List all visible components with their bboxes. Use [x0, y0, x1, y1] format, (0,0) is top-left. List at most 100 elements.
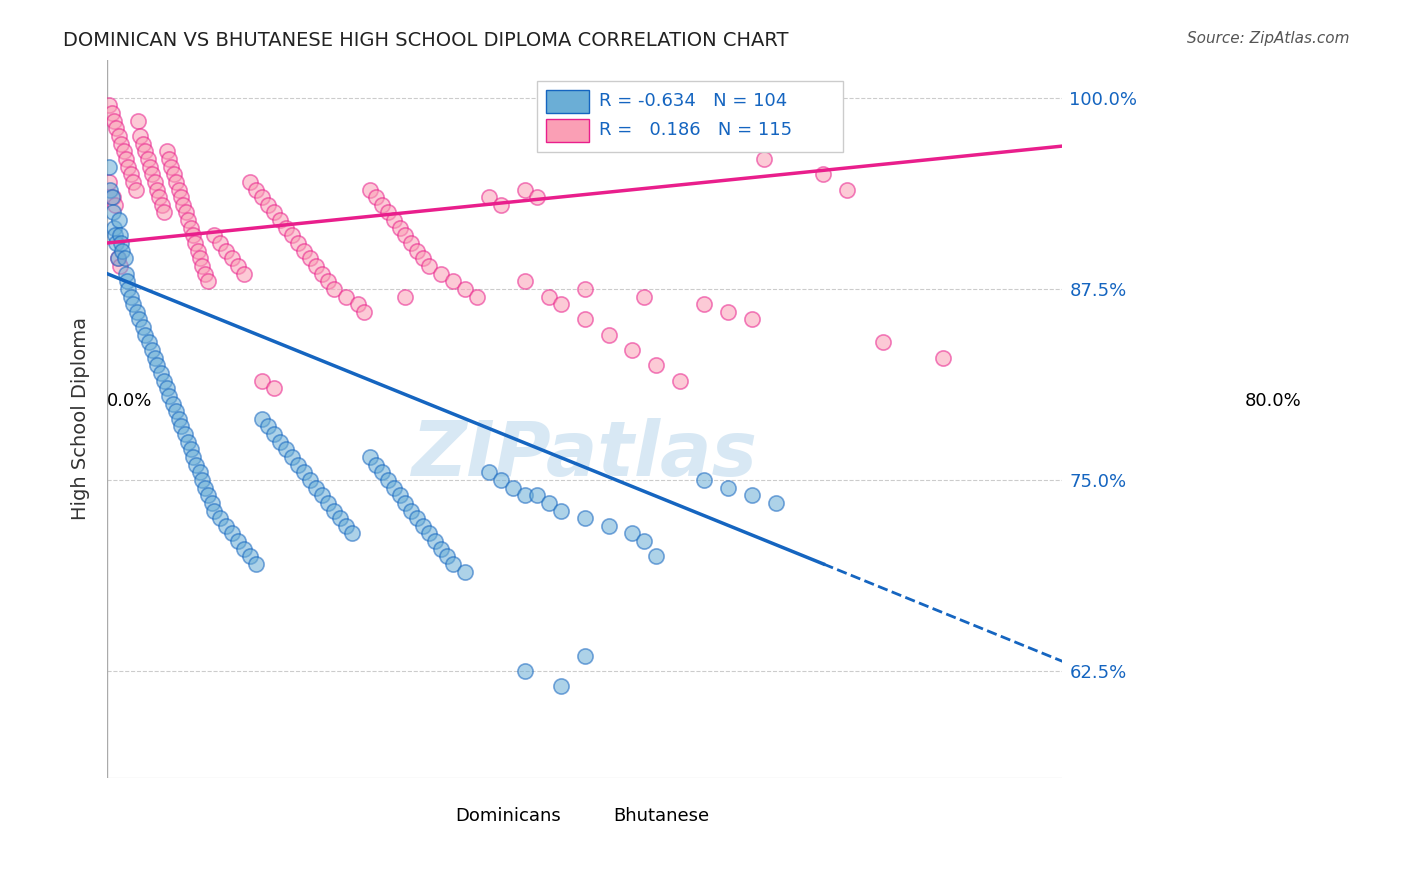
Point — [574, 312, 596, 326]
Point — [122, 175, 145, 189]
Point — [122, 297, 145, 311]
Point — [110, 235, 132, 250]
Point — [513, 488, 536, 502]
Point — [388, 220, 411, 235]
Point — [103, 113, 125, 128]
Point — [513, 664, 536, 678]
FancyBboxPatch shape — [609, 799, 637, 818]
Point — [186, 458, 208, 472]
Point — [364, 190, 387, 204]
Text: Dominicans: Dominicans — [456, 806, 561, 825]
Point — [550, 503, 572, 517]
Point — [245, 557, 267, 571]
Point — [191, 473, 214, 487]
Point — [311, 488, 333, 502]
Point — [100, 106, 122, 120]
Point — [305, 259, 328, 273]
Point — [281, 228, 304, 243]
Point — [489, 198, 512, 212]
Point — [316, 496, 339, 510]
Point — [184, 235, 207, 250]
Point — [430, 541, 453, 556]
Point — [250, 374, 273, 388]
Point — [127, 113, 149, 128]
Point — [141, 167, 163, 181]
Point — [401, 235, 423, 250]
Point — [257, 198, 280, 212]
Point — [287, 458, 309, 472]
Point — [179, 442, 201, 457]
Point — [353, 305, 375, 319]
Point — [146, 359, 169, 373]
Point — [537, 289, 560, 303]
Point — [382, 481, 405, 495]
Point — [108, 213, 131, 227]
Point — [274, 442, 297, 457]
Point — [165, 404, 187, 418]
Point — [406, 244, 429, 258]
Point — [316, 274, 339, 288]
Point — [146, 182, 169, 196]
Point — [370, 465, 392, 479]
Point — [111, 244, 134, 258]
Point — [215, 518, 238, 533]
Point — [181, 450, 204, 464]
FancyBboxPatch shape — [547, 120, 589, 142]
Text: DOMINICAN VS BHUTANESE HIGH SCHOOL DIPLOMA CORRELATION CHART: DOMINICAN VS BHUTANESE HIGH SCHOOL DIPLO… — [63, 31, 789, 50]
Point — [633, 534, 655, 549]
Point — [526, 190, 548, 204]
Point — [335, 518, 357, 533]
Text: ZIPatlas: ZIPatlas — [412, 417, 758, 491]
Point — [513, 274, 536, 288]
Point — [359, 450, 381, 464]
Point — [645, 549, 668, 564]
Point — [305, 481, 328, 495]
Point — [263, 381, 285, 395]
Text: R =   0.186   N = 115: R = 0.186 N = 115 — [599, 121, 792, 139]
Point — [717, 481, 740, 495]
Point — [382, 213, 405, 227]
Point — [454, 282, 477, 296]
Point — [138, 335, 160, 350]
Text: Source: ZipAtlas.com: Source: ZipAtlas.com — [1187, 31, 1350, 46]
Point — [292, 244, 315, 258]
Point — [104, 198, 127, 212]
Point — [226, 534, 249, 549]
Point — [177, 213, 200, 227]
Point — [436, 549, 458, 564]
Point — [101, 190, 124, 204]
Text: 0.0%: 0.0% — [107, 392, 152, 410]
Point — [406, 511, 429, 525]
Point — [311, 267, 333, 281]
Point — [513, 182, 536, 196]
Point — [418, 526, 440, 541]
Point — [139, 160, 162, 174]
Point — [124, 182, 146, 196]
Point — [526, 488, 548, 502]
Point — [752, 152, 775, 166]
Point — [346, 297, 368, 311]
Point — [101, 205, 124, 219]
Point — [233, 541, 256, 556]
Point — [114, 252, 136, 266]
Point — [932, 351, 955, 365]
Point — [150, 198, 173, 212]
Point — [173, 427, 195, 442]
Point — [172, 198, 194, 212]
Point — [148, 190, 170, 204]
Point — [364, 458, 387, 472]
Point — [239, 549, 262, 564]
Point — [108, 259, 131, 273]
Point — [287, 235, 309, 250]
Point — [359, 182, 381, 196]
Point — [465, 289, 488, 303]
Point — [197, 274, 219, 288]
Point — [550, 679, 572, 693]
Point — [179, 220, 201, 235]
Point — [263, 205, 285, 219]
Point — [115, 152, 138, 166]
Point — [110, 136, 132, 151]
Point — [292, 465, 315, 479]
Point — [478, 190, 501, 204]
Point — [188, 252, 211, 266]
